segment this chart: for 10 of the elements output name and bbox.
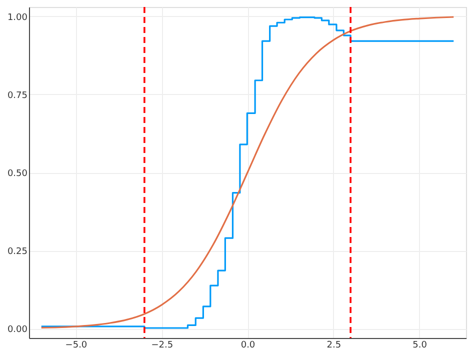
y-tick-label: 0.25 <box>7 247 28 258</box>
y-tick-label: 1.00 <box>7 12 28 23</box>
y-tick-label: 0.00 <box>7 325 28 336</box>
x-tick-label: −2.5 <box>151 340 174 350</box>
x-tick-label: 5.0 <box>412 340 428 350</box>
x-tick-label: 2.5 <box>326 340 342 350</box>
x-tick-label: 0.0 <box>240 340 256 350</box>
x-tick-label: −5.0 <box>65 340 88 350</box>
y-tick-label: 0.50 <box>7 169 28 179</box>
y-tick-label: 0.75 <box>7 90 28 101</box>
